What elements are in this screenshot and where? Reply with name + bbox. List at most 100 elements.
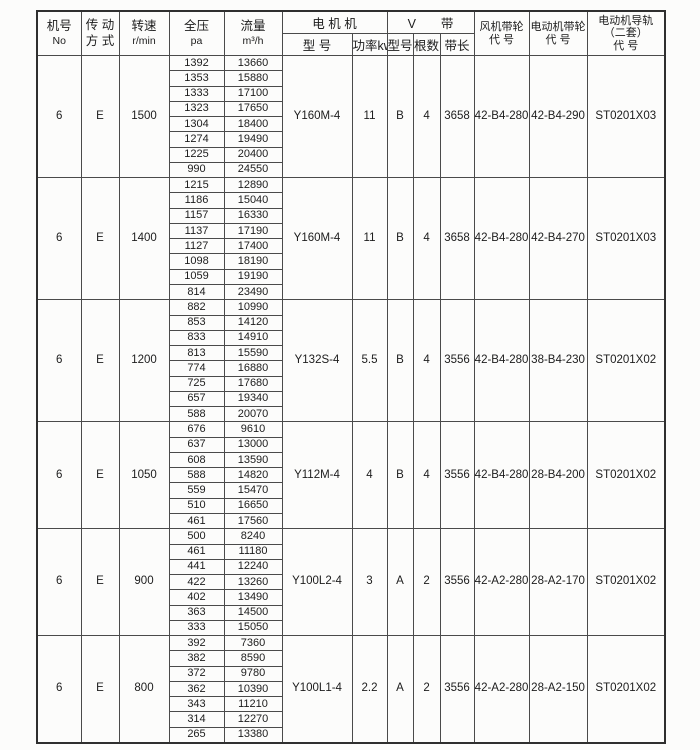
pressure-value: 1353 <box>168 70 225 87</box>
col-header-pressure: 全压 pa <box>168 10 225 56</box>
drive-mode-value: E <box>80 635 120 744</box>
pressure-value: 657 <box>168 390 225 408</box>
drive-mode-value: E <box>80 54 120 179</box>
pressure-value: 608 <box>168 451 225 469</box>
flow-value: 19340 <box>223 390 283 408</box>
flow-value: 17190 <box>223 222 283 240</box>
flow-label: 流量 <box>240 19 266 34</box>
motor-rail-code-value: ST0201X03 <box>586 177 666 301</box>
header-row-1: 机号 No 传 动 方 式 转速 r/min 全压 pa 流量 m³/h <box>36 10 666 56</box>
table-row: 6 E 900 500 8240 Y100L2-4 3 A 2 3556 42-A2-280 28-A… <box>36 528 666 637</box>
flow-value: 19490 <box>223 131 283 148</box>
flow-value: 14910 <box>223 329 283 347</box>
pressure-value: 637 <box>168 436 225 453</box>
belt-count-value: 4 <box>412 421 441 530</box>
flow-value: 12890 <box>223 177 283 194</box>
pressure-value: 343 <box>168 696 225 713</box>
table-row: 657 19340 <box>37 390 665 408</box>
motor-pulley-code-value: 28-A2-170 <box>528 528 588 637</box>
header-row-2: 型 号 功率kw 型号 根数 带长 <box>37 33 665 56</box>
table-row: 6 E 1200 882 10990 Y132S-4 5.5 B 4 3556 42-B4-280 3… <box>36 299 666 423</box>
motor-model-value: Y160M-4 <box>281 177 353 301</box>
flow-value: 19190 <box>223 268 283 285</box>
motor-power-value: 2.2 <box>351 635 388 744</box>
fan-pulley-code-value: 42-B4-280 <box>473 177 530 301</box>
table-row: 382 8590 <box>37 650 665 667</box>
motor-model-value: Y100L2-4 <box>281 528 353 637</box>
pressure-value: 314 <box>168 711 225 728</box>
motor-pulley-code-value: 42-B4-290 <box>528 54 588 179</box>
drive-mode-value: E <box>80 421 120 530</box>
col-header-flow: 流量 m³/h <box>223 10 283 56</box>
table-row: 725 17680 <box>37 375 665 392</box>
flow-value: 13380 <box>223 726 283 744</box>
flow-value: 16650 <box>223 497 283 514</box>
col-header-motor-rail: 电动机导轨 （二套） 代 号 <box>586 10 666 56</box>
flow-value: 8240 <box>223 528 283 545</box>
pressure-value: 382 <box>168 650 225 667</box>
pressure-value: 1323 <box>168 100 225 118</box>
col-header-belt-length: 带长 <box>439 33 475 56</box>
belt-length-value: 3556 <box>439 299 475 423</box>
pressure-value: 461 <box>168 512 225 530</box>
machine-no-value: 6 <box>36 54 82 179</box>
flow-value: 14500 <box>223 604 283 621</box>
pressure-value: 1274 <box>168 131 225 148</box>
pressure-value: 362 <box>168 680 225 698</box>
col-header-belt-type: 型号 <box>386 33 414 56</box>
belt-type-value: B <box>386 421 414 530</box>
flow-value: 17560 <box>223 512 283 530</box>
pressure-value: 392 <box>168 635 225 652</box>
table-header: 机号 No 传 动 方 式 转速 r/min 全压 pa 流量 m³/h <box>36 10 666 56</box>
col-header-speed: 转速 r/min <box>118 10 170 56</box>
fan-pulley-code-value: 42-B4-280 <box>473 54 530 179</box>
fan-spec-table: 机号 No 传 动 方 式 转速 r/min 全压 pa 流量 m³/h <box>36 10 667 744</box>
pressure-value: 990 <box>168 161 225 179</box>
motor-power-value: 11 <box>351 177 388 301</box>
table-row: 813 15590 <box>37 345 665 362</box>
table-row: 1353 15880 <box>37 70 665 87</box>
pressure-value: 333 <box>168 619 225 637</box>
pressure-value: 265 <box>168 726 225 744</box>
motor-rail-code-value: ST0201X02 <box>586 299 666 423</box>
motor-pulley-label: 电动机带轮 <box>530 20 586 33</box>
flow-value: 7360 <box>223 635 283 652</box>
table-row: 637 13000 <box>37 436 665 453</box>
flow-value: 10990 <box>223 299 283 316</box>
table-row: 833 14910 <box>37 329 665 347</box>
motor-rail-code-label: 代 号 <box>613 39 639 52</box>
pressure-value: 588 <box>168 467 225 484</box>
flow-value: 15880 <box>223 70 283 87</box>
motor-rail-sets-label: （二套） <box>603 27 648 40</box>
table-row: 461 11180 <box>37 543 665 560</box>
flow-value: 18190 <box>223 253 283 270</box>
flow-value: 9610 <box>223 421 283 438</box>
flow-value: 20400 <box>223 146 283 163</box>
flow-value: 12270 <box>223 711 283 728</box>
flow-value: 18400 <box>223 116 283 133</box>
motor-power-value: 3 <box>351 528 388 637</box>
flow-value: 10390 <box>223 680 283 698</box>
machine-no-value: 6 <box>36 635 82 744</box>
pressure-value: 1059 <box>168 268 225 285</box>
belt-length-value: 3658 <box>439 177 475 301</box>
drive-mode-value: E <box>80 299 120 423</box>
motor-model-value: Y112M-4 <box>281 421 353 530</box>
flow-value: 14820 <box>223 467 283 484</box>
motor-rail-code-value: ST0201X02 <box>586 635 666 744</box>
pressure-value: 1392 <box>168 54 225 72</box>
flow-value: 12240 <box>223 558 283 576</box>
pressure-value: 676 <box>168 421 225 438</box>
flow-value: 20070 <box>223 406 283 423</box>
motor-rail-code-value: ST0201X03 <box>586 54 666 179</box>
motor-rail-code-value: ST0201X02 <box>586 421 666 530</box>
drive-mode-value: E <box>80 177 120 301</box>
drive-sublabel: 方 式 <box>85 33 115 48</box>
table-body: 6 E 1500 1392 13660 Y160M-4 11 B 4 3658 42-B4-280 4… <box>36 54 666 744</box>
belt-type-value: B <box>386 299 414 423</box>
pressure-value: 422 <box>168 574 225 591</box>
machine-no-value: 6 <box>36 299 82 423</box>
flow-value: 15050 <box>223 619 283 637</box>
flow-value: 11210 <box>223 696 283 713</box>
